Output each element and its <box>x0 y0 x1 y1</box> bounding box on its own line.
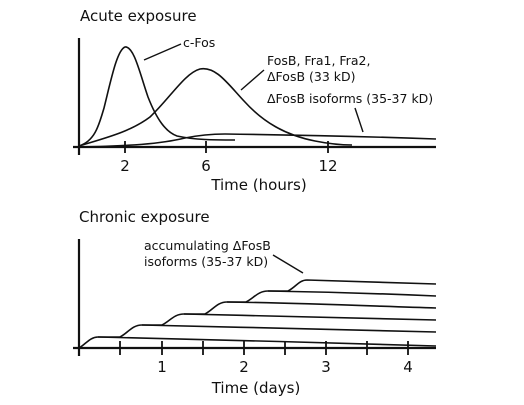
decay-line-2 <box>141 324 437 333</box>
acute-tick-label-2: 2 <box>120 157 130 175</box>
acute-title: Acute exposure <box>80 7 197 25</box>
chronic-x-axis-label: Time (days) <box>211 379 301 397</box>
chronic-tick-label-1: 1 <box>157 358 167 376</box>
acute-x-axis-label: Time (hours) <box>210 176 306 194</box>
dfosb-isoforms-curve <box>78 133 437 148</box>
chronic-panel: Chronic exposure 1 2 3 4 Time (days) acc… <box>73 208 437 397</box>
accumulating-leader-line <box>272 254 304 274</box>
accumulating-label-line1: accumulating ΔFosB <box>144 238 271 253</box>
chronic-tick-label-2: 2 <box>239 358 249 376</box>
chronic-tick-label-4: 4 <box>403 358 413 376</box>
fosb-fra-label-line2: ΔFosB (33 kD) <box>267 69 356 84</box>
dfosb-isoforms-leader-line <box>354 107 364 133</box>
fosb-fra-label-line1: FosB, Fra1, Fra2, <box>267 53 370 68</box>
decay-line-3 <box>183 313 437 321</box>
acute-tick-label-6: 6 <box>201 157 211 175</box>
chronic-title: Chronic exposure <box>79 208 210 226</box>
decay-line-4 <box>226 301 437 309</box>
acute-tick-label-12: 12 <box>318 157 337 175</box>
decay-line-1 <box>97 336 437 347</box>
fosb-fra-leader-line <box>240 69 265 91</box>
decay-line-5 <box>267 290 437 297</box>
cfos-curve <box>78 46 236 147</box>
accumulating-label-line2: isoforms (35-37 kD) <box>144 254 268 269</box>
fosb-fra-curve <box>78 68 353 147</box>
cfos-leader-line <box>143 43 182 61</box>
acute-panel: Acute exposure 2 6 12 Time (hours) c-Fos… <box>73 7 437 194</box>
chronic-tick-label-3: 3 <box>321 358 331 376</box>
dfosb-isoforms-label: ΔFosB isoforms (35-37 kD) <box>267 91 433 106</box>
cfos-label: c-Fos <box>183 35 215 50</box>
